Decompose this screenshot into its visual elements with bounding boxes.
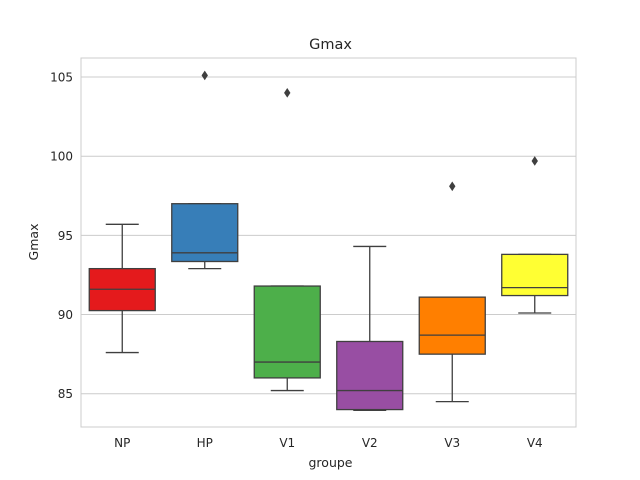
chart-title: Gmax — [309, 37, 352, 53]
y-tick-label: 105 — [50, 71, 73, 85]
y-tick-label: 100 — [50, 150, 73, 164]
plot-area-frame — [80, 57, 577, 428]
grid-lines — [81, 76, 576, 395]
y-tick-label: 90 — [58, 308, 73, 322]
x-tick-labels: NP HP V1 V2 V3 V4 — [114, 436, 543, 450]
box-v3 — [418, 181, 486, 403]
outlier-marker — [201, 70, 208, 81]
x-tick-label: V2 — [362, 436, 378, 450]
x-tick-label: V4 — [527, 436, 543, 450]
y-tick-label: 85 — [58, 387, 73, 401]
x-tick-label: NP — [114, 436, 130, 450]
box-v2 — [336, 245, 404, 412]
boxes-layer — [88, 70, 569, 412]
outlier-marker — [449, 181, 456, 192]
outlier-marker — [284, 88, 291, 98]
box-np — [88, 223, 156, 354]
box-hp — [171, 70, 239, 270]
iqr-box — [418, 296, 486, 355]
iqr-box — [336, 340, 404, 411]
outlier-marker — [531, 156, 538, 166]
iqr-box — [171, 203, 239, 263]
x-tick-label: HP — [197, 436, 213, 450]
box-v1 — [253, 88, 321, 392]
iqr-box — [501, 253, 569, 297]
x-tick-label: V1 — [279, 436, 295, 450]
y-tick-labels: 85 90 95 100 105 — [50, 71, 73, 402]
x-axis-label: groupe — [309, 455, 353, 470]
iqr-box — [253, 285, 321, 379]
x-tick-label: V3 — [444, 436, 460, 450]
y-tick-label: 95 — [58, 229, 73, 243]
box-v4 — [501, 156, 569, 314]
y-axis-label: Gmax — [26, 224, 41, 261]
